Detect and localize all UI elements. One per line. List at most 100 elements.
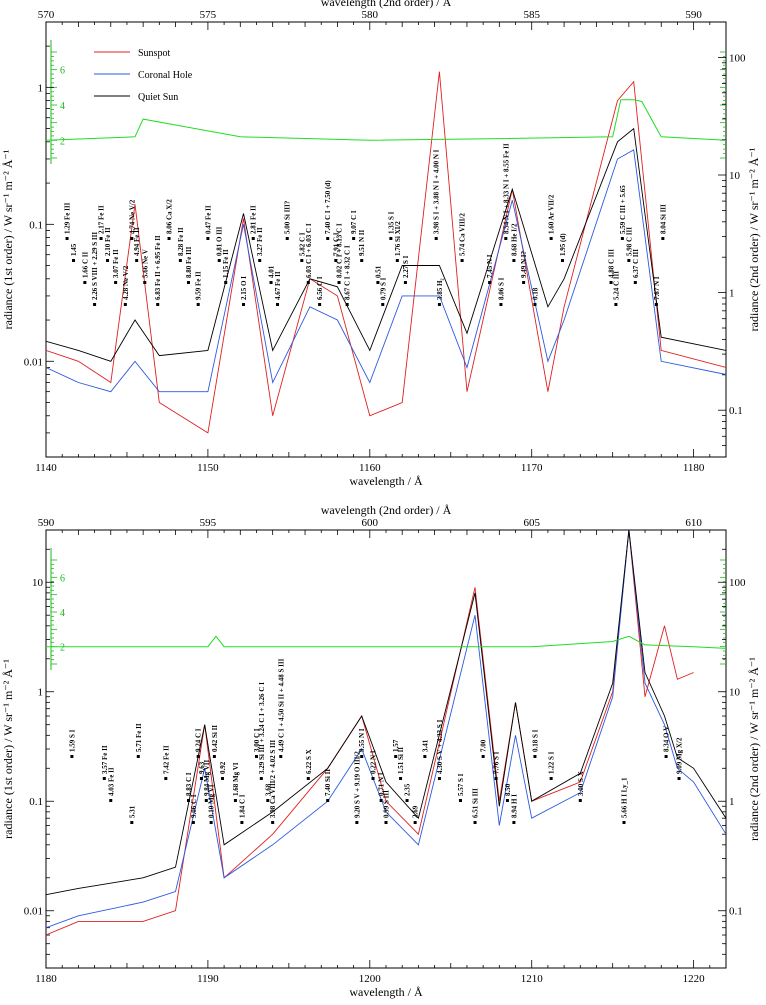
line-id-label: 9.20 S V + 9.19 O III/2 (353, 751, 361, 818)
line-id-label: 2.81 Fe II (250, 205, 258, 234)
x-tick-label: 1160 (359, 462, 381, 474)
line-id-label: 5.98 C III (625, 227, 633, 256)
series-line-quiet-sun (46, 530, 726, 896)
line-id-marker (196, 755, 200, 758)
line-id-marker (473, 821, 477, 824)
line-id-marker (379, 799, 383, 802)
line-id-marker (326, 237, 330, 240)
line-id-marker (178, 259, 182, 262)
line-id-label: 0.10 Mg VI (208, 784, 216, 818)
line-id-label: 8.50 (504, 783, 512, 796)
line-id-marker (220, 777, 224, 780)
line-id-marker (300, 259, 304, 262)
line-id-marker (458, 799, 462, 802)
line-id-marker (549, 237, 553, 240)
line-id-marker (614, 303, 618, 306)
line-id-label: 1.84 C I (238, 794, 246, 818)
y-tick-label: 0.01 (24, 906, 43, 918)
line-id-marker (196, 303, 200, 306)
line-id-label: 7.40 C I + 7.50 (d) (324, 180, 332, 234)
x2-tick-label: 575 (200, 9, 217, 21)
line-id-label: 8.34 O V (663, 726, 671, 752)
y-tick-label: 1 (38, 82, 44, 94)
line-id-marker (334, 259, 338, 262)
line-id-label: 8.06 Ca X/2 (166, 199, 174, 234)
line-id-label: 3.85 H₂ (436, 278, 444, 300)
line-id-marker (102, 777, 106, 780)
line-id-label: 3.98 S I + 3.88 N I + 4.00 N I (433, 149, 441, 234)
series-line-quiet-sun (46, 127, 726, 362)
line-id-label: 3.00 C I (253, 728, 261, 752)
y2-tick-label: 0.1 (729, 906, 743, 918)
line-id-marker (609, 281, 613, 284)
line-id-label: 0.81 O III (216, 226, 224, 256)
y2-tick-label: 1 (729, 288, 735, 300)
line-id-marker (106, 259, 110, 262)
line-id-marker (130, 237, 134, 240)
line-id-marker (70, 755, 74, 758)
line-id-marker (224, 281, 228, 284)
line-id-marker (413, 821, 417, 824)
line-id-label: 2.35 (404, 783, 412, 796)
y2-axis-label: radiance (2nd order) / W sr⁻¹ m⁻² Å⁻¹ (747, 657, 761, 841)
line-id-marker (306, 281, 310, 284)
line-id-label: 5.66 H I Ly_1 (621, 777, 629, 818)
line-id-marker (494, 777, 498, 780)
line-id-marker (164, 777, 168, 780)
line-id-label: 0.79 S I (379, 277, 387, 300)
x2-tick-label: 590 (38, 517, 55, 529)
y2-tick-label: 1 (729, 796, 735, 808)
line-id-marker (437, 303, 441, 306)
line-id-label: 8.83 C I (185, 772, 193, 796)
x-tick-label: 1220 (683, 973, 706, 985)
line-id-label: 5.71 Fe II (135, 723, 143, 752)
line-id-marker (206, 237, 210, 240)
line-id-marker (620, 237, 624, 240)
line-id-marker (99, 237, 103, 240)
line-id-marker (460, 259, 464, 262)
line-id-label: 8.06 S I (497, 277, 505, 300)
x-tick-label: 1140 (35, 462, 57, 474)
line-id-marker (345, 303, 349, 306)
x2-tick-label: 605 (523, 517, 540, 529)
line-id-label: 4.01 (268, 265, 276, 278)
line-id-label: 8.02 C I + 8.13 C I (336, 223, 344, 278)
line-id-label: 5.24 C III (612, 271, 620, 300)
series-line-sunspot (46, 530, 694, 936)
x2-tick-label: 580 (362, 9, 379, 21)
line-id-label: 4.03 Fe II (107, 767, 115, 796)
line-id-marker (65, 237, 69, 240)
line-id-label: 0.22 N I (370, 750, 378, 774)
line-id-marker (360, 755, 364, 758)
line-id-marker (505, 799, 509, 802)
x2-tick-label: 600 (362, 517, 379, 529)
line-id-marker (395, 259, 399, 262)
ratio-tick-label: 6 (60, 573, 65, 584)
line-id-label: 7.67 N I (653, 276, 661, 300)
line-id-marker (271, 821, 275, 824)
x-axis-label: wavelength / Å (349, 985, 423, 999)
line-id-label: 1.66 C II (81, 251, 89, 278)
line-id-marker (654, 303, 658, 306)
x2-tick-label: 570 (38, 9, 55, 21)
line-id-marker (135, 259, 139, 262)
line-id-label: 0.71 N I (378, 772, 386, 796)
line-id-label: 8.68 He I/2 (510, 223, 518, 256)
line-id-marker (499, 303, 503, 306)
line-id-label: 1.60 Ar VII/2 (548, 194, 556, 234)
line-id-label: 3.27 Fe II (256, 227, 264, 256)
line-id-marker (254, 755, 258, 758)
line-id-marker (533, 755, 537, 758)
line-id-label: 5.00 Si III? (284, 200, 292, 234)
x2-tick-label: 595 (200, 517, 217, 529)
line-id-label: 6.37 C III (632, 249, 640, 278)
line-id-marker (549, 777, 553, 780)
line-id-marker (326, 799, 330, 802)
y2-tick-label: 100 (729, 577, 746, 589)
line-id-label: 3.68 (264, 783, 272, 796)
line-id-marker (130, 821, 134, 824)
y2-tick-label: 10 (729, 170, 741, 182)
y-tick-label: 0.1 (29, 219, 43, 231)
x2-axis-label: wavelength (2nd order) / Å (321, 0, 452, 9)
line-id-marker (627, 259, 631, 262)
